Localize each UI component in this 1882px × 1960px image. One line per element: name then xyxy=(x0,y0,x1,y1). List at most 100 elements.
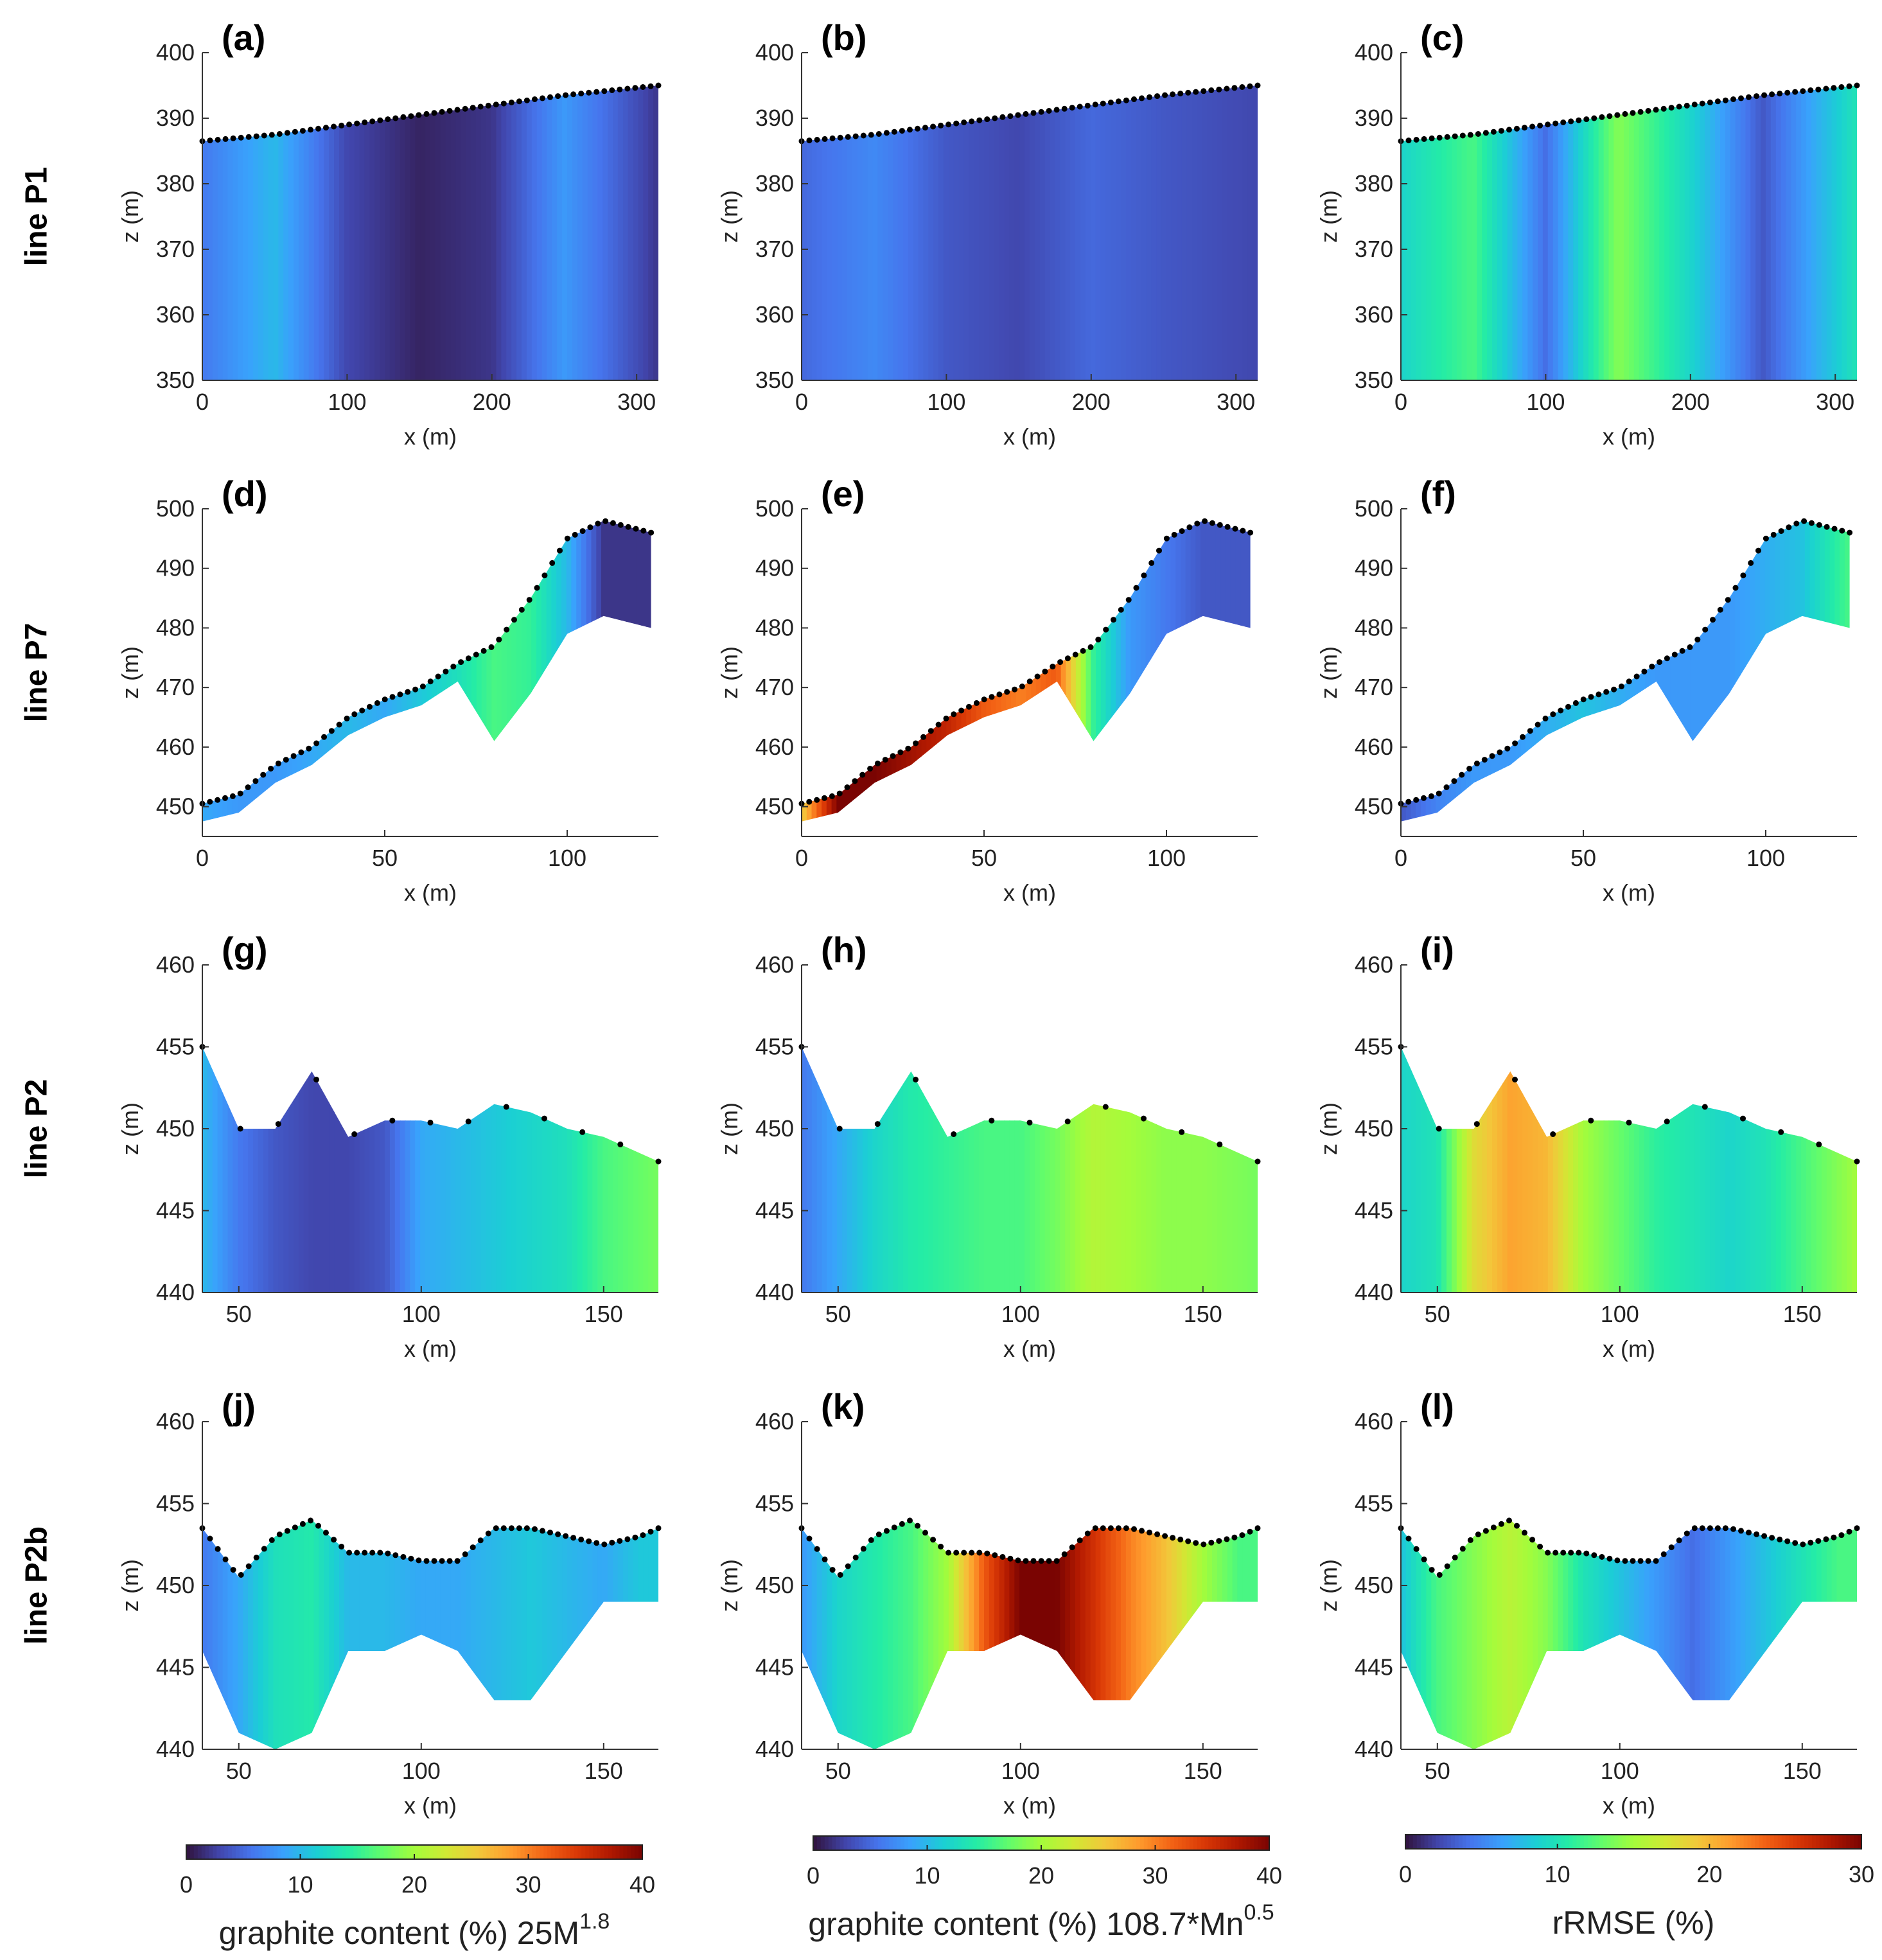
heatmap-cell xyxy=(1720,1046,1726,1293)
heatmap-cell xyxy=(999,1046,1005,1293)
heatmap-cell xyxy=(450,1520,457,1749)
heatmap-cell xyxy=(893,1520,899,1749)
electrode-dot xyxy=(579,528,586,534)
heatmap-cell xyxy=(237,520,243,822)
heatmap-cell xyxy=(1222,1520,1228,1749)
y-axis-label: z (m) xyxy=(117,1559,143,1612)
colorbar-cell xyxy=(361,1845,366,1859)
colorbar-cell xyxy=(338,1845,343,1859)
heatmap-cell xyxy=(1535,520,1542,822)
electrode-dot xyxy=(1193,1540,1199,1546)
heatmap-cell xyxy=(611,520,617,822)
colorbar-cell xyxy=(866,1836,871,1850)
electrode-dot xyxy=(1007,1555,1014,1562)
heatmap-cell xyxy=(1824,520,1831,822)
heatmap-cell xyxy=(1151,1520,1157,1749)
y-axis-label: z (m) xyxy=(1315,1102,1342,1155)
y-tick-label: 380 xyxy=(755,170,794,197)
colorbar-cell xyxy=(1827,1835,1832,1849)
colorbar-cell xyxy=(1143,1836,1148,1850)
heatmap-cell xyxy=(827,85,833,380)
heatmap-cell xyxy=(984,1046,990,1293)
heatmap-cell xyxy=(217,1046,224,1293)
heatmap-cell xyxy=(1075,1520,1081,1749)
electrode-dot xyxy=(1092,102,1098,108)
heatmap-cell xyxy=(1161,1520,1167,1749)
x-tick-label: 150 xyxy=(585,1758,623,1784)
colorbar-cell xyxy=(1640,1835,1646,1849)
colorbar-cell xyxy=(1432,1835,1437,1849)
heatmap-cell xyxy=(1809,520,1816,822)
heatmap-cell xyxy=(1552,85,1559,380)
electrode-dot xyxy=(1846,83,1852,89)
heatmap-cell xyxy=(1575,520,1581,822)
electrode-dot xyxy=(617,1141,624,1147)
panel-label: (f) xyxy=(1420,473,1456,514)
heatmap-cell xyxy=(617,1046,624,1293)
heatmap-cell xyxy=(1821,1520,1827,1749)
electrode-dot xyxy=(1208,1539,1215,1546)
electrode-dot xyxy=(323,125,329,131)
heatmap-cell xyxy=(888,1046,893,1293)
heatmap-cell xyxy=(567,1520,573,1749)
heatmap-cell xyxy=(227,1046,234,1293)
heatmap-cell xyxy=(359,85,365,380)
heatmap-cell xyxy=(1401,520,1407,822)
heatmap-cell xyxy=(842,1046,848,1293)
electrode-dot xyxy=(412,686,419,693)
electrode-dot xyxy=(1717,606,1723,613)
colorbar-cell xyxy=(1235,1836,1240,1850)
heatmap-cell xyxy=(329,1520,335,1749)
heatmap-cell xyxy=(1705,520,1711,822)
heatmap-cell xyxy=(369,1520,376,1749)
heatmap-cell xyxy=(918,1046,924,1293)
electrode-dot xyxy=(1591,1552,1597,1558)
colorbar-cell xyxy=(562,1845,567,1859)
electrode-dot xyxy=(1664,1118,1670,1125)
electrode-dot xyxy=(1725,597,1731,603)
heatmap-cell xyxy=(966,520,972,822)
heatmap-cell xyxy=(1034,85,1041,380)
electrode-dot xyxy=(1061,105,1068,112)
heatmap-cell xyxy=(586,520,592,822)
heatmap-cell xyxy=(1197,1520,1203,1749)
heatmap-cell xyxy=(522,85,527,380)
colorbar-cell xyxy=(277,1845,282,1859)
colorbar-cell xyxy=(403,1845,408,1859)
panel-label: (d) xyxy=(222,473,268,514)
heatmap-cell xyxy=(1232,1520,1238,1749)
colorbar-cell xyxy=(1197,1836,1202,1850)
colorbar-cell xyxy=(1079,1836,1084,1850)
heatmap-cell xyxy=(394,1520,401,1749)
colorbar-cell xyxy=(638,1845,643,1859)
heatmap-cell xyxy=(999,1520,1005,1749)
electrode-dot xyxy=(1115,1525,1121,1532)
colorbar-cell xyxy=(421,1845,427,1859)
electrode-dot xyxy=(1645,108,1651,114)
heatmap-cell xyxy=(1426,1520,1432,1749)
heatmap-cell xyxy=(1735,520,1741,822)
heatmap-cell xyxy=(1487,1046,1493,1293)
colorbar-cell xyxy=(475,1845,480,1859)
colorbar-cell xyxy=(1652,1835,1657,1849)
electrode-dot xyxy=(268,132,275,138)
electrode-dot xyxy=(369,118,376,125)
electrode-dot xyxy=(1194,520,1200,527)
colorbar-cell xyxy=(1694,1835,1699,1849)
colorbar-cell xyxy=(1473,1835,1479,1849)
electrode-dot xyxy=(1131,1526,1137,1532)
heatmap-cell xyxy=(1694,85,1701,380)
heatmap-cell xyxy=(836,520,843,822)
x-tick-label: 0 xyxy=(196,845,209,871)
heatmap-cell xyxy=(1806,85,1812,380)
heatmap-cell xyxy=(1811,85,1817,380)
heatmap-cell xyxy=(1598,1520,1605,1749)
electrode-dot xyxy=(601,1541,608,1548)
heatmap-cell xyxy=(1116,1046,1121,1293)
electrode-dot xyxy=(321,734,327,740)
heatmap-cell xyxy=(1595,520,1601,822)
electrode-dot xyxy=(207,137,213,144)
heatmap-cell xyxy=(1190,520,1197,822)
heatmap-cell xyxy=(405,1520,411,1749)
